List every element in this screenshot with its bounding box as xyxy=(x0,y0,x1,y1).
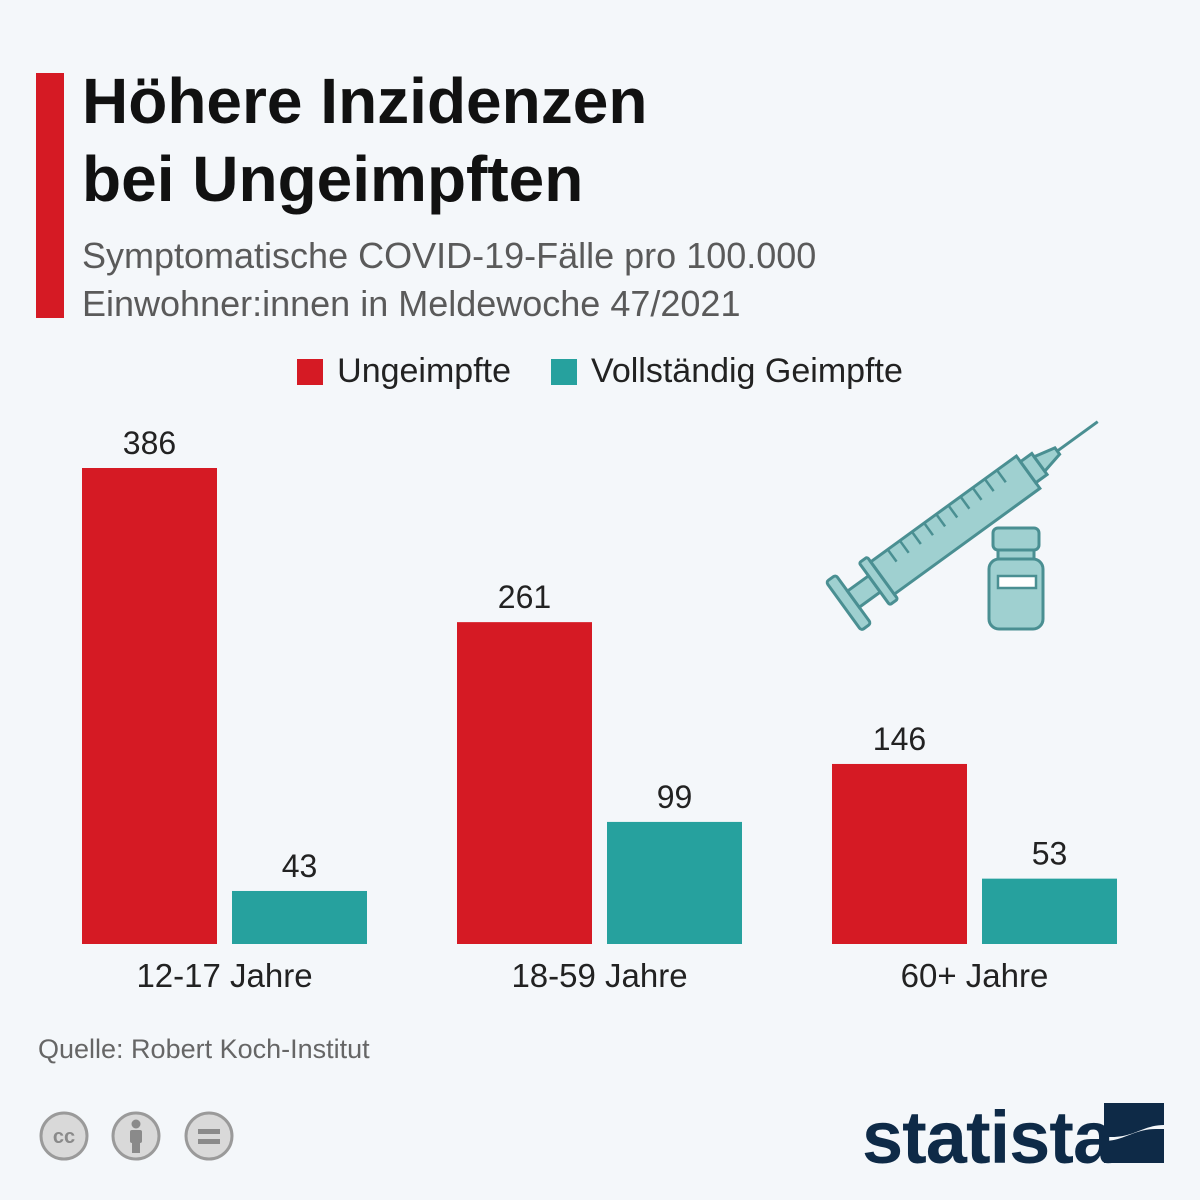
data-label-ungeimpfte-3: 146 xyxy=(873,721,926,757)
vaccine-illustration xyxy=(825,420,1099,631)
bar-ungeimpfte-1 xyxy=(82,468,217,944)
legend-item-ungeimpfte: Ungeimpfte xyxy=(297,352,511,391)
data-label-geimpfte-3: 53 xyxy=(1032,836,1068,872)
title-line-2: bei Ungeimpften xyxy=(82,143,584,215)
bar-geimpfte-3 xyxy=(982,878,1117,944)
data-label-geimpfte-1: 43 xyxy=(282,848,318,884)
chart-legend: Ungeimpfte Vollständig Geimpfte xyxy=(0,352,1200,391)
legend-label-ungeimpfte: Ungeimpfte xyxy=(337,352,512,390)
category-label-3: 60+ Jahre xyxy=(901,957,1049,994)
title-accent-bar xyxy=(36,73,64,318)
page-title: Höhere Inzidenzen bei Ungeimpften xyxy=(82,62,1082,218)
data-label-ungeimpfte-1: 386 xyxy=(123,425,176,461)
bars-layer: 386 43 12-17 Jahre 261 99 18-59 Jahre 146 53 60+… xyxy=(82,425,1117,994)
attribution-icon[interactable] xyxy=(110,1110,162,1162)
svg-text:cc: cc xyxy=(53,1126,75,1148)
no-derivatives-icon[interactable] xyxy=(183,1110,235,1162)
syringe-icon xyxy=(825,420,1099,631)
vial-icon xyxy=(987,526,1045,631)
bar-ungeimpfte-2 xyxy=(457,622,592,944)
subtitle-line-1: Symptomatische COVID-19-Fälle pro 100.00… xyxy=(82,235,817,276)
brand-logo-icon[interactable] xyxy=(1104,1103,1164,1163)
page-subtitle: Symptomatische COVID-19-Fälle pro 100.00… xyxy=(82,232,1132,328)
data-label-geimpfte-2: 99 xyxy=(657,779,693,815)
bar-geimpfte-2 xyxy=(607,821,742,944)
legend-swatch-ungeimpfte xyxy=(297,358,324,385)
bar-geimpfte-1 xyxy=(232,890,367,944)
brand-logo-text[interactable]: statista xyxy=(862,1096,1114,1179)
category-label-1: 12-17 Jahre xyxy=(136,957,312,994)
subtitle-line-2: Einwohner:innen in Meldewoche 47/2021 xyxy=(82,283,741,324)
bar-ungeimpfte-3 xyxy=(832,763,967,944)
data-label-ungeimpfte-2: 261 xyxy=(498,579,551,615)
category-label-2: 18-59 Jahre xyxy=(511,957,687,994)
title-line-1: Höhere Inzidenzen xyxy=(82,65,648,137)
legend-item-geimpfte: Vollständig Geimpfte xyxy=(551,352,903,391)
cc-icon[interactable]: cc xyxy=(38,1110,90,1162)
source-note: Quelle: Robert Koch-Institut xyxy=(38,1034,370,1064)
legend-label-geimpfte: Vollständig Geimpfte xyxy=(591,352,903,390)
legend-swatch-geimpfte xyxy=(551,358,578,385)
